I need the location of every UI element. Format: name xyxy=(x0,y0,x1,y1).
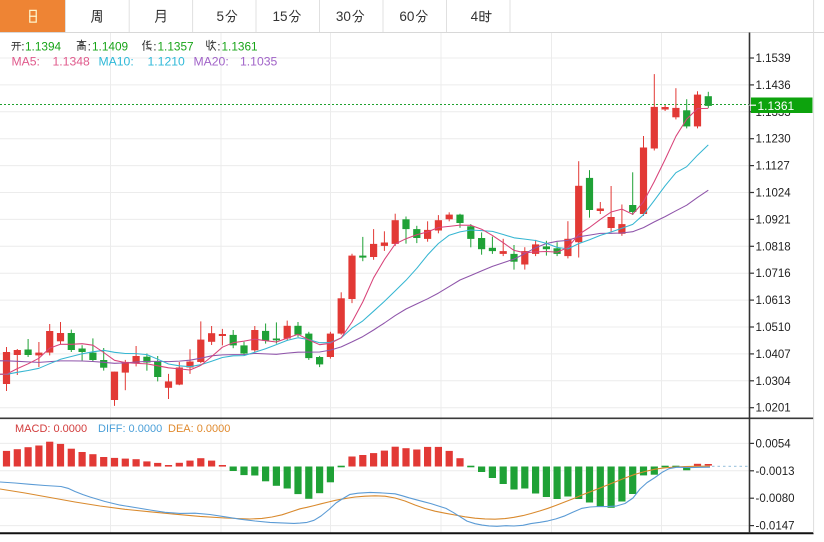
svg-text:MA20:: MA20: xyxy=(194,55,229,69)
svg-text:-0.0147: -0.0147 xyxy=(756,521,795,533)
svg-text:DIFF: 0.0000: DIFF: 0.0000 xyxy=(98,423,162,435)
svg-text:1.0510: 1.0510 xyxy=(756,322,791,334)
svg-text:1.0201: 1.0201 xyxy=(756,403,791,415)
svg-text:1.1357: 1.1357 xyxy=(158,40,194,54)
svg-text:60: 60 xyxy=(399,9,414,24)
svg-text:1.1348: 1.1348 xyxy=(53,55,90,69)
svg-text:1.1409: 1.1409 xyxy=(92,40,128,54)
svg-text:1.0921: 1.0921 xyxy=(756,214,791,226)
svg-text:1.0716: 1.0716 xyxy=(756,268,791,280)
svg-text:1.1127: 1.1127 xyxy=(756,161,790,173)
svg-text:-0.0013: -0.0013 xyxy=(756,466,795,478)
svg-text::: : xyxy=(21,40,24,54)
svg-text:MA5:: MA5: xyxy=(12,55,40,69)
svg-text:4: 4 xyxy=(471,9,479,24)
svg-text::: : xyxy=(88,40,91,54)
svg-text:MA10:: MA10: xyxy=(99,55,134,69)
svg-text:1.1436: 1.1436 xyxy=(756,80,791,92)
svg-text:1.0304: 1.0304 xyxy=(756,376,792,388)
svg-text:1.1361: 1.1361 xyxy=(222,40,258,54)
svg-text:DEA: 0.0000: DEA: 0.0000 xyxy=(168,423,230,435)
svg-text:1.0407: 1.0407 xyxy=(756,349,791,361)
svg-text:-0.0080: -0.0080 xyxy=(756,493,795,505)
svg-text:1.1024: 1.1024 xyxy=(756,188,792,200)
svg-text::: : xyxy=(153,40,156,54)
svg-text:1.1394: 1.1394 xyxy=(25,40,62,54)
svg-text:5: 5 xyxy=(217,9,225,24)
svg-text::: : xyxy=(217,40,220,54)
svg-text:15: 15 xyxy=(272,9,287,24)
svg-text:1.0613: 1.0613 xyxy=(756,295,791,307)
svg-text:0.0054: 0.0054 xyxy=(756,438,792,450)
svg-text:1.0818: 1.0818 xyxy=(756,241,791,253)
svg-text:MACD: 0.0000: MACD: 0.0000 xyxy=(15,423,87,435)
svg-text:1.1210: 1.1210 xyxy=(148,55,185,69)
svg-text:1.1539: 1.1539 xyxy=(756,53,791,65)
svg-text:30: 30 xyxy=(336,9,351,24)
svg-text:1.1035: 1.1035 xyxy=(240,55,277,69)
svg-text:1.1361: 1.1361 xyxy=(758,99,795,113)
svg-text:1.1230: 1.1230 xyxy=(756,134,791,146)
